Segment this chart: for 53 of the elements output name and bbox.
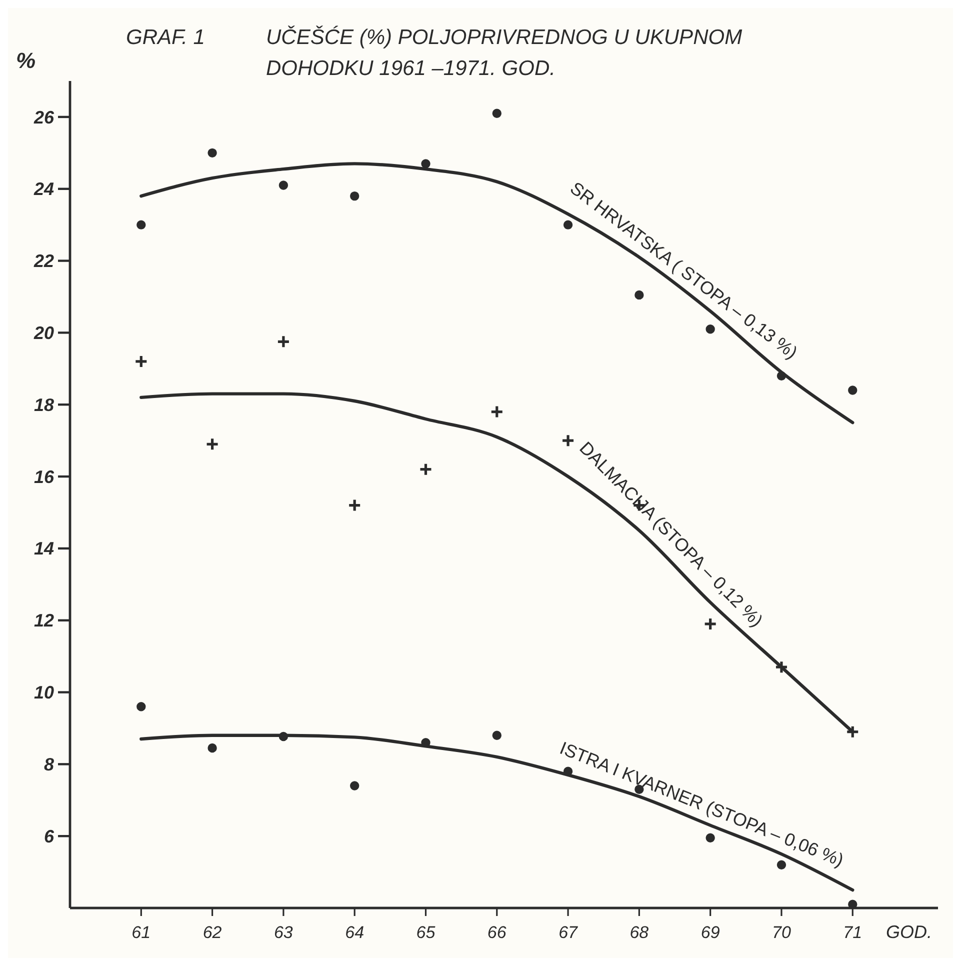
point (350, 781, 360, 790)
y-tick-label: 26 (32, 107, 55, 128)
x-tick-label: 68 (630, 923, 650, 942)
x-tick-label: 66 (487, 923, 507, 942)
y-tick-label: 8 (44, 754, 54, 774)
point (276, 334, 290, 348)
x-tick-label: 63 (274, 923, 294, 942)
x-tick-label: 69 (700, 923, 720, 942)
line-series (140, 162, 854, 424)
y-tick-label: 6 (44, 826, 55, 846)
point (208, 148, 217, 158)
y-tick-label: 10 (34, 682, 54, 703)
point (134, 354, 148, 368)
y-tick-label: 16 (34, 466, 55, 487)
chart-subtitle: UČEŠĆE (%) POLJOPRIVREDNOG U UKUPNOM DOHODKU 1961 –1971. GOD. (266, 25, 743, 80)
point (561, 434, 575, 448)
y-axis-title: % (16, 48, 36, 73)
x-tick-label: 62 (202, 923, 222, 942)
y-tick-label: 14 (34, 538, 54, 559)
x-tick-label: 67 (558, 923, 578, 942)
point (776, 860, 786, 870)
point (846, 725, 860, 739)
y-tick-label: 12 (34, 610, 54, 631)
x-tick-label: 71 (843, 923, 862, 942)
y-tick-label: 20 (32, 322, 54, 343)
y-tick-label: 22 (32, 251, 54, 272)
point (706, 324, 715, 334)
point (774, 660, 788, 674)
chart-title: GRAF. 1 (126, 26, 205, 49)
x-tick-label: 65 (416, 923, 436, 942)
point (563, 220, 573, 230)
point (634, 290, 644, 300)
x-axis-title: GOD. (886, 922, 932, 942)
point (418, 462, 433, 476)
x-tick-label: 70 (772, 923, 792, 942)
point (136, 220, 146, 230)
point (848, 386, 858, 395)
y-tick-label: 18 (34, 394, 54, 415)
point (704, 617, 718, 631)
point (208, 743, 217, 753)
point (350, 191, 360, 201)
y-tick-label: 24 (32, 179, 54, 200)
point (278, 180, 288, 190)
point (421, 159, 430, 168)
point (492, 730, 502, 740)
point (492, 108, 502, 118)
line-series (140, 392, 854, 734)
x-tick-label: 61 (132, 923, 151, 942)
x-tick-label: 64 (345, 923, 364, 942)
point (348, 498, 362, 512)
point (205, 437, 220, 451)
point (136, 702, 146, 712)
point (490, 405, 504, 419)
